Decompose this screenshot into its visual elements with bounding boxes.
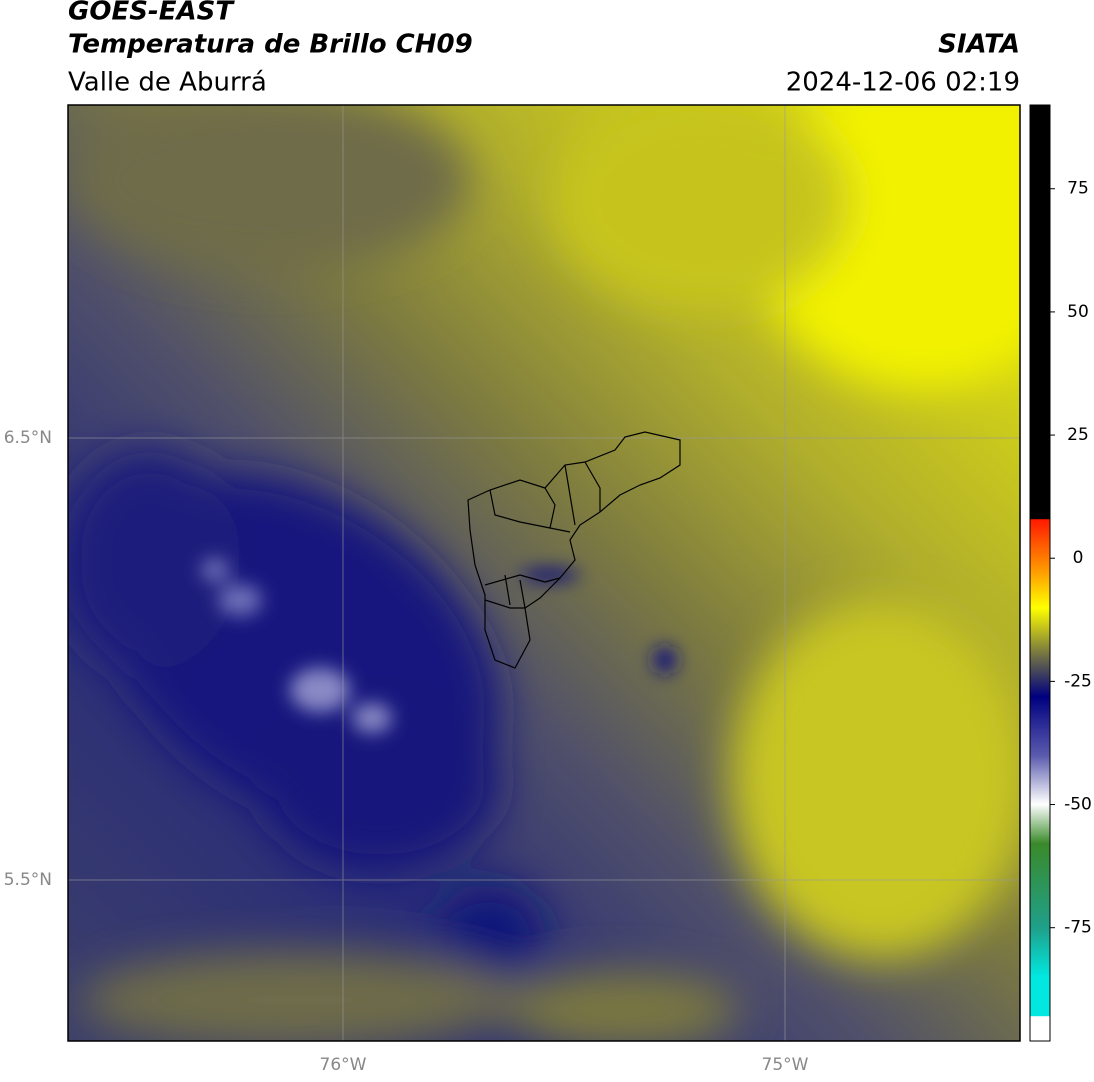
colorbar-tick-label: -50 [1064,795,1092,815]
map-frame [67,104,1021,1042]
lon-label: 76°W [320,1055,367,1075]
colorbar-tick-label: 50 [1067,302,1089,322]
map [68,105,1020,1041]
subtitle: Temperatura de Brillo CH09 [68,30,473,60]
cloud-field [68,105,1020,1041]
lon-label: 75°W [762,1055,809,1075]
colorbar-tick-label: 75 [1067,179,1089,199]
source: SIATA [938,30,1020,60]
colorbar-ticks: 75 50 25 0 -25 -50 -75 [1050,179,1092,938]
title: GOES-EAST [68,0,235,27]
colorbar-tick-label: 0 [1073,548,1084,568]
cold-tops [201,558,677,733]
colorbar-tick-label: -25 [1064,671,1092,691]
lat-label: 6.5°N [4,428,52,448]
municipal-boundaries [467,431,681,669]
colorbar-tick-label: -75 [1064,918,1092,938]
region: Valle de Aburrá [68,68,267,98]
colorbar-tick-label: 25 [1067,425,1089,445]
datetime: 2024-12-06 02:19 [786,68,1020,98]
lat-label: 5.5°N [4,870,52,890]
colorbar [1029,104,1051,1042]
graticule [68,105,1020,1041]
